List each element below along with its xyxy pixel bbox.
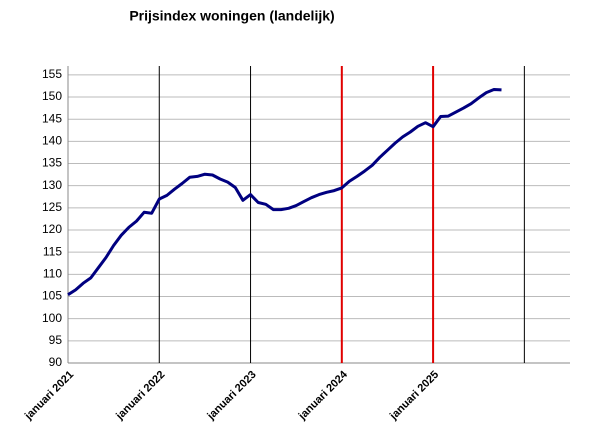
y-tick-label: 130	[42, 178, 62, 192]
x-tick-label: januari 2024	[296, 368, 351, 423]
y-tick-label: 135	[42, 156, 62, 170]
y-tick-label: 155	[42, 67, 62, 81]
series-line	[67, 88, 502, 296]
y-tick-label: 105	[42, 289, 62, 303]
y-tick-label: 95	[49, 333, 63, 347]
x-tick-label: januari 2022	[113, 369, 167, 423]
x-tick-label: januari 2023	[205, 369, 259, 423]
y-tick-label: 90	[49, 355, 63, 369]
y-tick-label: 145	[42, 111, 62, 125]
y-tick-label: 115	[43, 244, 62, 258]
y-tick-label: 140	[42, 134, 62, 148]
y-tick-label: 125	[42, 200, 62, 214]
y-tick-label: 110	[43, 267, 62, 281]
x-tick-label: januari 2021	[22, 369, 76, 423]
y-tick-label: 120	[42, 222, 62, 236]
chart-title: Prijsindex woningen (landelijk)	[129, 8, 334, 24]
y-tick-label: 100	[42, 311, 62, 325]
y-tick-label: 150	[42, 89, 62, 103]
x-tick-label: januari 2025	[387, 369, 441, 423]
